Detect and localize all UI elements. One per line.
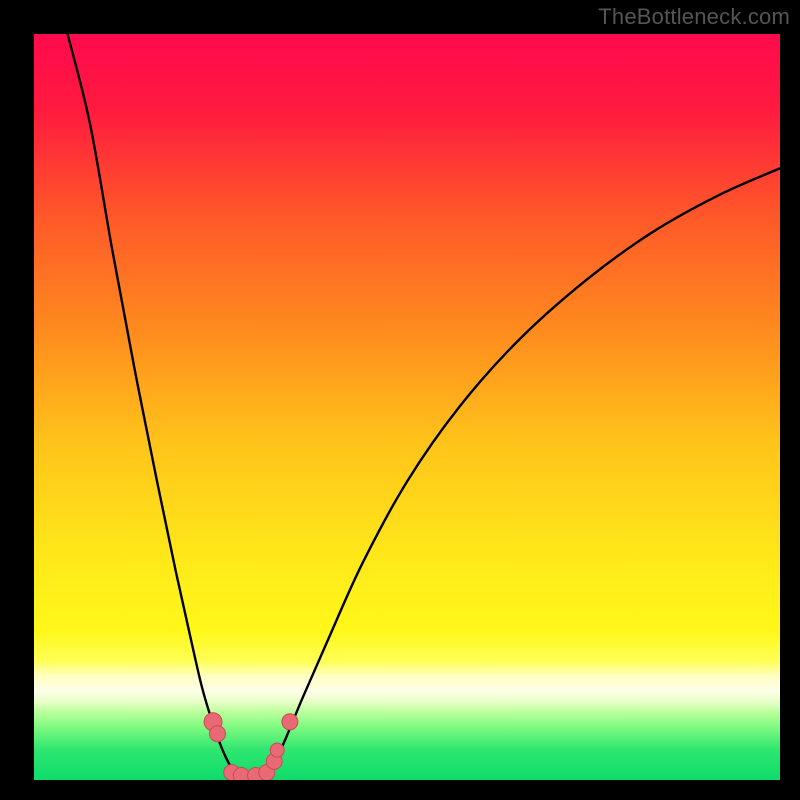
- watermark-text: TheBottleneck.com: [598, 4, 790, 30]
- data-marker: [282, 714, 298, 730]
- chart-container: TheBottleneck.com: [0, 0, 800, 800]
- bottleneck-curve-chart: [0, 0, 800, 800]
- data-marker: [233, 768, 249, 784]
- data-marker: [210, 726, 226, 742]
- data-marker: [270, 743, 284, 757]
- gradient-background: [34, 34, 780, 780]
